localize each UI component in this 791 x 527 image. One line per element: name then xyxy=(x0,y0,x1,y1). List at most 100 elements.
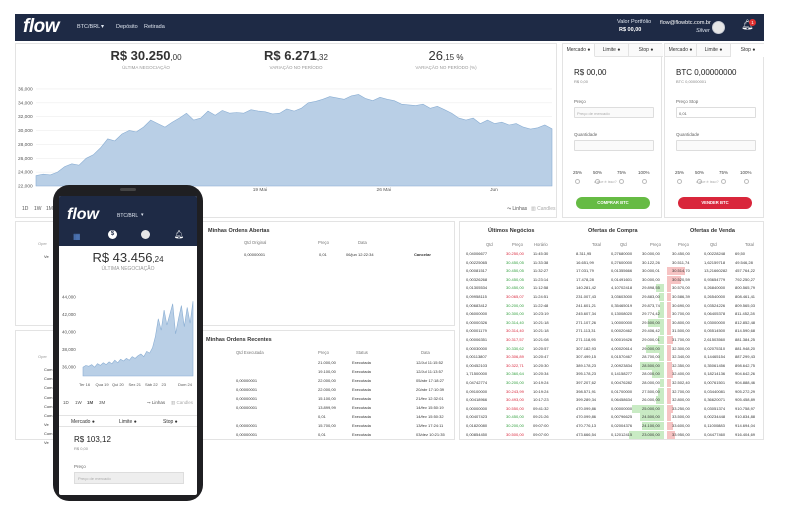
sell-pct-75[interactable]: 75% xyxy=(719,170,729,175)
buy-pct-75[interactable]: 75% xyxy=(617,170,627,175)
buy-pct-100[interactable]: 100% xyxy=(638,170,650,175)
sell-tab-stop[interactable]: Stop ● xyxy=(731,44,765,57)
buy-btc-button[interactable]: COMPRAR BTC xyxy=(576,197,650,209)
ask-depth-bar xyxy=(667,293,671,301)
buy-tab-market[interactable]: Mercado ● xyxy=(563,44,595,57)
phone-range-1w[interactable]: 1W xyxy=(75,400,82,405)
phone-style-candles[interactable]: ▥ Candles xyxy=(171,400,194,405)
bell-icon[interactable]: 🔔︎ xyxy=(741,20,754,31)
trade-time: 10:20:30 xyxy=(533,362,549,368)
dollar-icon[interactable]: $ xyxy=(108,230,117,239)
ask-price: 30.690,00 xyxy=(672,302,690,308)
sell-tab-market[interactable]: Mercado ● xyxy=(665,44,697,57)
phone-tab-stop[interactable]: Stop ● xyxy=(163,419,178,425)
order-type-label: Oper xyxy=(38,241,47,246)
ask-qty: 0,93654779 xyxy=(704,276,726,282)
user-icon[interactable] xyxy=(141,230,150,239)
buy-pct-25[interactable]: 25% xyxy=(573,170,583,175)
deposit-link[interactable]: Depósito xyxy=(116,24,138,30)
trade-price: 30.493,00 xyxy=(506,397,524,403)
trade-qty: 0,00001179 xyxy=(466,328,487,334)
sell-btc-button[interactable]: VENDER BTC xyxy=(678,197,752,209)
bid-depth-bar xyxy=(656,396,664,405)
bid-price: 29.406,42 xyxy=(642,328,660,334)
ask-depth-bar xyxy=(667,336,673,344)
recent-order-status: Executada xyxy=(352,432,371,437)
sell-tab-limit[interactable]: Limite ● xyxy=(697,44,731,57)
bids-header-price: Preço xyxy=(650,242,661,247)
trade-qty: 0,00418966 xyxy=(466,397,488,403)
buy-pct-25-radio[interactable] xyxy=(575,179,580,184)
bid-qty: 0,00020462 xyxy=(611,328,633,334)
chart-style-candles[interactable]: ▥ Candles xyxy=(531,206,556,212)
phone-price-chart[interactable]: 44,000 42,000 40,000 38,000 36,000 Ter 16 Qua … xyxy=(59,280,197,392)
sell-stop-price-input[interactable]: 0,01 xyxy=(676,107,756,118)
sell-order-panel: Mercado ● Limite ● Stop ● BTC 0,00000000… xyxy=(664,43,765,218)
sell-help-link[interactable]: o que é isso? xyxy=(696,180,719,184)
buy-pct-75-radio[interactable] xyxy=(619,179,624,184)
ask-depth-bar xyxy=(667,318,671,327)
phone-range-1d[interactable]: 1D xyxy=(63,400,69,405)
price-area-chart[interactable]: 36,000 34,000 32,000 30,000 28,000 26,000 24,0… xyxy=(16,74,556,192)
buy-price-input[interactable]: Preço de mercado xyxy=(574,107,654,118)
phone-flow-logo[interactable]: flow xyxy=(67,206,99,223)
bid-depth-bar xyxy=(658,310,664,319)
phone-range-3m[interactable]: 3M xyxy=(99,400,106,405)
phone-range-1m[interactable]: 1M xyxy=(87,400,94,405)
buy-tab-limit[interactable]: Limite ● xyxy=(595,44,629,57)
bid-price: 29.873,74 xyxy=(642,302,660,308)
phone-y-tick-label: 42,000 xyxy=(62,312,76,317)
range-tab-1w[interactable]: 1W xyxy=(34,206,42,212)
trade-time: 11:33:38 xyxy=(533,259,549,265)
phone-style-lines[interactable]: ⤳ Linhas xyxy=(147,400,166,405)
buy-pct-50-radio[interactable] xyxy=(595,179,600,184)
bid-price: 23.000,00 xyxy=(642,431,660,437)
buy-tab-stop[interactable]: Stop ● xyxy=(629,44,663,57)
sell-pct-100[interactable]: 100% xyxy=(740,170,752,175)
recent-order-price: 13.899,99 xyxy=(318,405,336,410)
chart-style-lines[interactable]: ⤳ Linhas xyxy=(507,206,528,212)
withdraw-link[interactable]: Retirada xyxy=(144,24,165,30)
trade-price: 30.300,00 xyxy=(506,311,524,317)
buy-qty-input[interactable] xyxy=(574,140,654,151)
buy-help-link[interactable]: o que é isso? xyxy=(594,180,617,184)
sell-pct-25[interactable]: 25% xyxy=(675,170,685,175)
ask-qty: 0,14465154 xyxy=(704,354,726,360)
range-tab-1m[interactable]: 1M xyxy=(46,206,53,212)
ask-price: 32.400,00 xyxy=(672,371,690,377)
buy-pct-50[interactable]: 50% xyxy=(593,170,603,175)
phone-bell-icon[interactable]: 🔔︎ xyxy=(174,230,185,239)
phone-chevron-down-icon[interactable]: ▾ xyxy=(141,212,144,218)
recent-order-status: Executada xyxy=(352,387,371,392)
phone-tab-limit[interactable]: Limite ● xyxy=(119,419,137,425)
bid-qty: 0,01491601 xyxy=(611,276,633,282)
range-tab-1d[interactable]: 1D xyxy=(22,206,29,212)
y-tick-label: 24,000 xyxy=(18,170,33,176)
bid-depth-bar xyxy=(646,344,664,353)
phone-pair-selector[interactable]: BTC/BRL xyxy=(117,213,139,219)
x-tick-label: 19 Mai xyxy=(253,187,267,192)
cancel-order-link[interactable]: Cancelar xyxy=(414,252,431,257)
phone-tab-market[interactable]: Mercado ● xyxy=(71,419,95,425)
trade-qty: 0,09958115 xyxy=(466,294,487,299)
recent-order-date: 03/dez 10:21:35 xyxy=(416,432,445,437)
currency-selector[interactable]: BTC/BRL xyxy=(77,24,101,30)
sell-pct-25-radio[interactable] xyxy=(677,179,682,184)
buy-pct-100-radio[interactable] xyxy=(642,179,647,184)
flow-logo[interactable]: flow xyxy=(23,16,60,37)
grid-icon[interactable]: ▦ xyxy=(73,232,81,241)
sell-pct-50[interactable]: 50% xyxy=(695,170,705,175)
bid-price: 30.000,00 xyxy=(642,251,660,256)
sell-qty-input[interactable] xyxy=(676,140,756,151)
chevron-down-icon[interactable]: ▾ xyxy=(101,24,105,30)
sell-pct-50-radio[interactable] xyxy=(697,179,702,184)
avatar-icon[interactable] xyxy=(712,21,725,34)
phone-x-tick-label: Sex 21 xyxy=(129,382,142,387)
sell-pct-75-radio[interactable] xyxy=(721,179,726,184)
recent-order-status: Executada xyxy=(352,414,371,419)
user-email[interactable]: flow@flowbtc.com.br xyxy=(660,20,711,26)
sell-pct-100-radio[interactable] xyxy=(744,179,749,184)
sell-balance: BTC 0,00000000 xyxy=(676,68,737,77)
phone-price-input[interactable]: Preço de mercado xyxy=(74,472,184,484)
bid-depth-bar xyxy=(648,318,664,327)
